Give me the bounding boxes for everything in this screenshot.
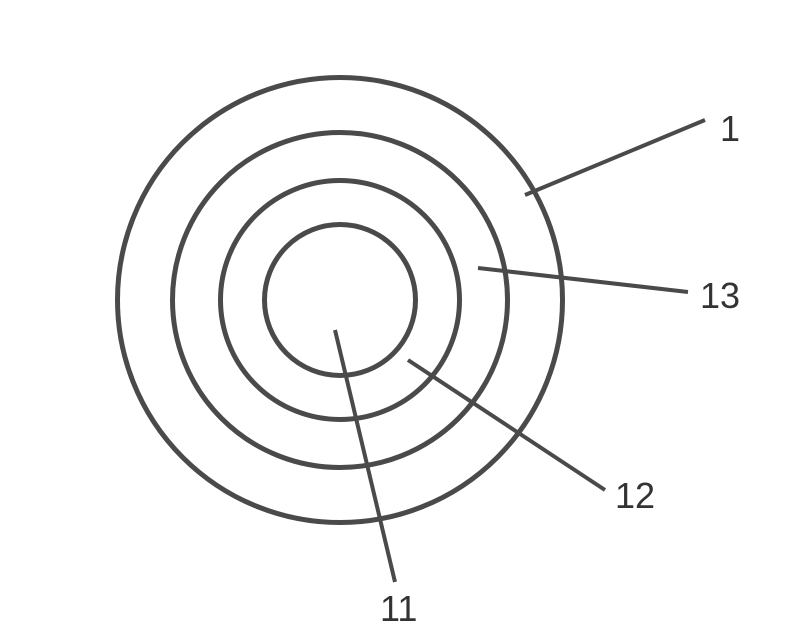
leader-lines-layer (0, 0, 792, 642)
leader-line-label-1 (525, 120, 705, 195)
label-11: 11 (380, 588, 417, 630)
label-1: 1 (720, 108, 740, 150)
label-13: 13 (700, 275, 740, 317)
leader-line-label-13 (478, 268, 688, 292)
leader-line-label-11 (335, 330, 395, 582)
concentric-circle-diagram: 1 13 12 11 (0, 0, 792, 642)
label-12: 12 (615, 475, 655, 517)
leader-line-label-12 (408, 360, 605, 490)
